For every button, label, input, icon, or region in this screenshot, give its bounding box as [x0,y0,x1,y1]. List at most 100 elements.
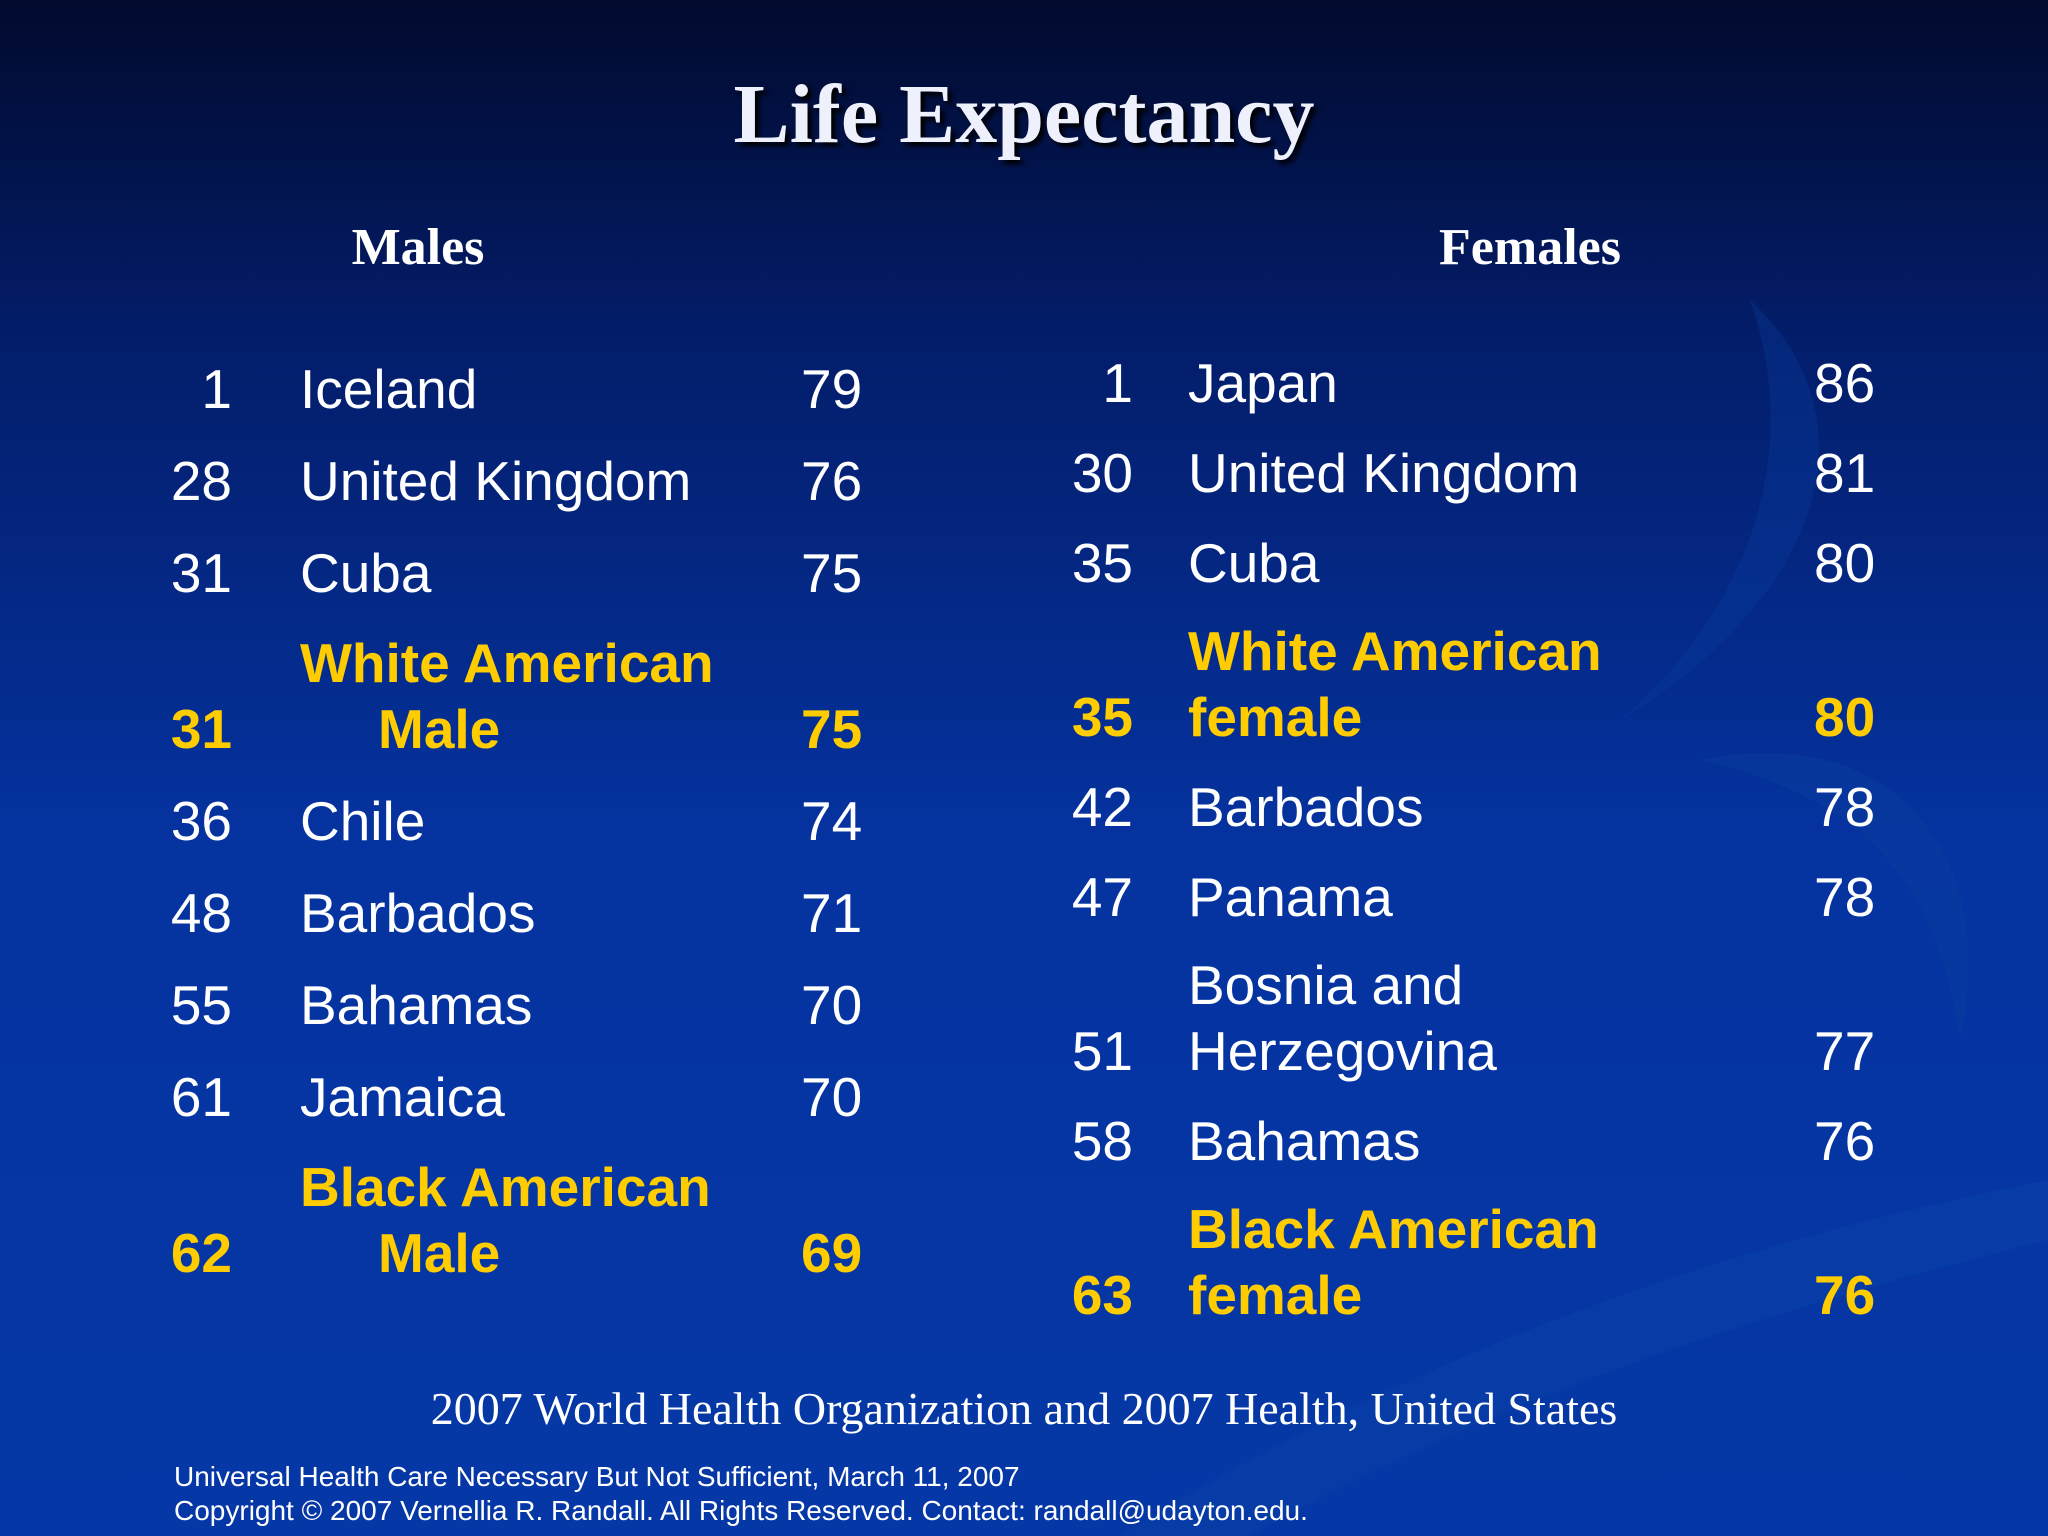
life-expectancy-cell: 71 [801,882,863,944]
country-name-line: Panama [1188,866,1393,928]
country-cell: White American female [1188,618,1602,750]
country-cell: United Kingdom [1188,440,1579,506]
country-cell: Barbados [1188,774,1423,840]
country-name-line: Iceland [300,358,478,420]
slide-title: Life Expectancy [733,68,1315,161]
country-cell: Jamaica [300,1064,505,1130]
table-row: 1 Japan 86 [0,326,2048,416]
rank-cell: 58 [1071,1110,1133,1172]
country-name-line: Male [378,1222,501,1284]
table-row: 48 Barbados 71 [0,854,1000,946]
life-expectancy-cell: 79 [801,358,863,420]
footer-line-2: Copyright © 2007 Vernellia R. Randall. A… [174,1495,1308,1526]
country-name-line: Cuba [300,542,432,604]
country-cell: Iceland [300,356,477,422]
life-expectancy-cell: 69 [801,1222,863,1284]
table-row: 61 Jamaica 70 [0,1038,1000,1130]
life-expectancy-cell: 86 [1814,352,1876,414]
life-expectancy-cell: 78 [1814,776,1876,838]
table-row: 35 White American female 80 [0,596,2048,750]
rank-cell: 63 [1071,1264,1133,1326]
country-cell: Panama [1188,864,1393,930]
life-expectancy-cell: 81 [1814,442,1876,504]
country-cell: Barbados [300,880,535,946]
rank-cell: 36 [170,790,232,852]
table-row: 62 Black American Male 69 [0,1130,1000,1286]
country-name-line: Barbados [300,882,536,944]
country-name-line: Herzegovina [1188,1020,1497,1082]
country-name-line: Chile [300,790,426,852]
footer-line-1: Universal Health Care Necessary But Not … [174,1461,1020,1492]
life-expectancy-cell: 77 [1814,1020,1876,1082]
life-expectancy-cell: 76 [1814,1264,1876,1326]
life-expectancy-cell: 70 [801,1066,863,1128]
country-name-line: White American [300,632,714,694]
table-row: 36 Chile 74 [0,762,1000,854]
table-row: 35 Cuba 80 [0,506,2048,596]
males-heading: Males [351,219,485,276]
rank-cell: 61 [170,1066,232,1128]
rank-cell: 31 [170,542,232,604]
table-row: 30 United Kingdom 81 [0,416,2048,506]
country-name-line: Bosnia and [1188,954,1464,1016]
country-name-line: female [1188,686,1363,748]
country-name-line: Jamaica [300,1066,505,1128]
table-row: 47 Panama 78 [0,840,2048,930]
country-name-line: United Kingdom [300,450,692,512]
table-row: 28 United Kingdom 76 [0,422,1000,514]
rank-cell: 51 [1071,1020,1133,1082]
country-cell: Bahamas [1188,1108,1420,1174]
rank-cell: 30 [1071,442,1133,504]
life-expectancy-cell: 78 [1814,866,1876,928]
country-cell: Cuba [1188,530,1319,596]
country-name-line: female [1188,1264,1363,1326]
country-cell: Chile [300,788,425,854]
rank-cell: 1 [1102,352,1133,414]
country-cell: Black American female [1188,1196,1599,1328]
country-name-line: Male [378,698,501,760]
source-citation: 2007 World Health Organization and 2007 … [430,1383,1618,1434]
table-row: 58 Bahamas 76 [0,1084,2048,1174]
country-name-line: Bahamas [1188,1110,1421,1172]
rank-cell: 28 [170,450,232,512]
rank-cell: 62 [170,1222,232,1284]
table-row: 63 Black American female 76 [0,1174,2048,1328]
country-cell: Japan [1188,350,1338,416]
table-row: 42 Barbados 78 [0,750,2048,840]
rank-cell: 31 [170,698,232,760]
country-cell: Bosnia and Herzegovina [1188,952,1497,1084]
table-row: 31 White American Male 75 [0,606,1000,762]
rank-cell: 42 [1071,776,1133,838]
country-name-line: United Kingdom [1188,442,1580,504]
rank-cell: 48 [170,882,232,944]
table-row: 55 Bahamas 70 [0,946,1000,1038]
country-cell: Black American Male [300,1154,711,1286]
table-row: 31 Cuba 75 [0,514,1000,606]
country-cell: Bahamas [300,972,532,1038]
rank-cell: 47 [1071,866,1133,928]
rank-cell: 35 [1071,686,1133,748]
rank-cell: 35 [1071,532,1133,594]
females-heading: Females [1439,219,1621,276]
rank-cell: 55 [170,974,232,1036]
life-expectancy-cell: 74 [801,790,863,852]
life-expectancy-cell: 80 [1814,686,1876,748]
country-name-line: Bahamas [300,974,533,1036]
life-expectancy-cell: 75 [801,698,863,760]
country-cell: White American Male [300,630,714,762]
country-name-line: White American [1188,620,1602,682]
country-name-line: Barbados [1188,776,1424,838]
country-name-line: Cuba [1188,532,1320,594]
females-table: 1 Japan 86 30 United Kingdom 81 35 Cuba 80 35 Whit… [0,326,2048,1328]
life-expectancy-cell: 80 [1814,532,1876,594]
life-expectancy-cell: 75 [801,542,863,604]
country-name-line: Black American [1188,1198,1599,1260]
life-expectancy-cell: 76 [801,450,863,512]
country-cell: United Kingdom [300,448,691,514]
life-expectancy-cell: 70 [801,974,863,1036]
table-row: 51 Bosnia and Herzegovina 77 [0,930,2048,1084]
life-expectancy-cell: 76 [1814,1110,1876,1172]
country-name-line: Black American [300,1156,711,1218]
table-row: 1 Iceland 79 [0,330,1000,422]
country-name-line: Japan [1188,352,1338,414]
